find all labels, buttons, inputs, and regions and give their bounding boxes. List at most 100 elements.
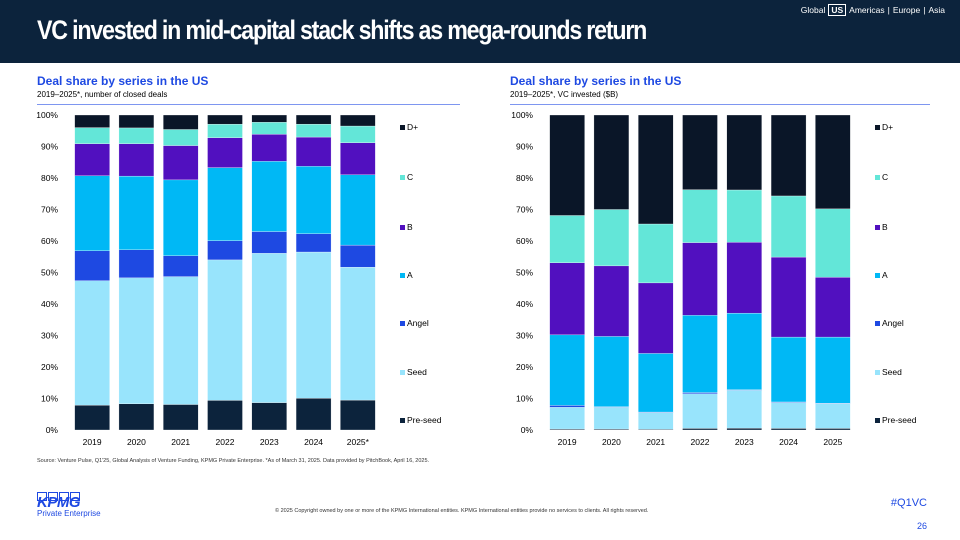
bar-segment-b bbox=[726, 242, 762, 314]
bar-segment-preseed bbox=[682, 428, 718, 431]
bar-segment-b bbox=[815, 277, 851, 338]
bar-segment-a bbox=[251, 161, 287, 232]
region-global[interactable]: Global bbox=[800, 5, 826, 15]
bar-segment-c bbox=[815, 208, 851, 278]
bar-segment-angel bbox=[682, 392, 718, 394]
bar-segment-c bbox=[770, 195, 807, 258]
bar-segment-angel bbox=[207, 240, 243, 261]
bar-segment-angel bbox=[549, 405, 585, 408]
bar-segment-a bbox=[549, 334, 585, 406]
region-us[interactable]: US bbox=[828, 4, 847, 16]
logo-subtitle: Private Enterprise bbox=[37, 509, 101, 518]
divider bbox=[510, 104, 930, 105]
bar-segment-c bbox=[207, 123, 243, 138]
x-tick-label: 2022 bbox=[691, 437, 710, 447]
bar-segment-seed bbox=[118, 277, 155, 405]
chart-title-invested: Deal share by series in the US bbox=[510, 74, 682, 88]
x-tick-label: 2025* bbox=[347, 437, 370, 447]
page-title: VC invested in mid-capital stack shifts … bbox=[37, 15, 647, 45]
y-tick-label: 90% bbox=[516, 142, 533, 152]
bar-segment-b bbox=[770, 256, 807, 338]
bar-segment-c bbox=[295, 123, 332, 138]
legend-swatch bbox=[400, 125, 405, 130]
region-asia[interactable]: Asia bbox=[928, 5, 945, 15]
bar-segment-angel bbox=[74, 250, 110, 281]
x-tick-label: 2020 bbox=[602, 437, 621, 447]
bar-segment-angel bbox=[163, 255, 199, 277]
bar-segment-preseed bbox=[163, 404, 199, 431]
y-tick-label: 60% bbox=[41, 236, 58, 246]
page-number: 26 bbox=[916, 521, 927, 531]
bar-segment-b bbox=[251, 134, 287, 162]
legend-label: A bbox=[407, 270, 413, 280]
x-tick-label: 2019 bbox=[558, 437, 577, 447]
bar-segment-b bbox=[74, 143, 110, 176]
x-tick-label: 2020 bbox=[127, 437, 146, 447]
bar-segment-d bbox=[118, 114, 155, 129]
legend-swatch bbox=[400, 321, 405, 326]
source-note: Source: Venture Pulse, Q1'25, Global Ana… bbox=[37, 458, 430, 464]
bar-segment-a bbox=[295, 166, 332, 234]
bar-segment-c bbox=[340, 125, 376, 143]
bar-segment-d bbox=[770, 114, 807, 197]
bar-segment-a bbox=[118, 175, 155, 250]
y-tick-label: 60% bbox=[516, 236, 533, 246]
bar-segment-angel bbox=[118, 249, 155, 279]
bar-segment-c bbox=[726, 189, 762, 243]
x-tick-label: 2019 bbox=[83, 437, 102, 447]
legend-label: Seed bbox=[882, 367, 902, 377]
legend-swatch bbox=[400, 225, 405, 230]
bar-segment-b bbox=[163, 145, 199, 181]
y-tick-label: 100% bbox=[36, 110, 58, 120]
bar-segment-c bbox=[549, 215, 585, 263]
bar-segment-d bbox=[251, 114, 287, 123]
region-nav: Global US Americas | Europe | Asia bbox=[800, 4, 945, 16]
y-tick-label: 80% bbox=[41, 173, 58, 183]
bar-segment-seed bbox=[295, 251, 332, 399]
bar-segment-seed bbox=[340, 266, 376, 401]
y-tick-label: 40% bbox=[516, 299, 533, 309]
bar-segment-a bbox=[638, 353, 674, 413]
x-tick-label: 2023 bbox=[260, 437, 279, 447]
bar-segment-b bbox=[549, 262, 585, 336]
bar-segment-preseed bbox=[726, 427, 762, 431]
kpmg-logo: KPMG Private Enterprise bbox=[37, 492, 101, 518]
bar-segment-d bbox=[163, 114, 199, 130]
bar-segment-seed bbox=[682, 393, 718, 429]
y-tick-label: 50% bbox=[516, 268, 533, 278]
bar-segment-b bbox=[340, 142, 376, 176]
bar-segment-preseed bbox=[340, 399, 376, 431]
legend-swatch bbox=[875, 418, 880, 423]
y-tick-label: 50% bbox=[41, 268, 58, 278]
bar-segment-seed bbox=[549, 407, 585, 430]
region-europe[interactable]: Europe bbox=[892, 5, 921, 15]
bar-segment-a bbox=[163, 179, 199, 256]
bar-segment-a bbox=[593, 336, 630, 407]
legend-swatch bbox=[400, 175, 405, 180]
y-tick-label: 10% bbox=[41, 394, 58, 404]
bar-segment-seed bbox=[207, 259, 243, 401]
region-americas[interactable]: Americas bbox=[849, 5, 885, 15]
bar-segment-seed bbox=[770, 402, 807, 429]
y-tick-label: 40% bbox=[41, 299, 58, 309]
bar-segment-d bbox=[74, 114, 110, 128]
bar-segment-a bbox=[770, 336, 807, 403]
bar-segment-d bbox=[295, 114, 332, 125]
legend-swatch bbox=[875, 321, 880, 326]
legend-label: Pre-seed bbox=[407, 415, 442, 425]
bar-segment-angel bbox=[251, 231, 287, 254]
y-tick-label: 100% bbox=[511, 110, 533, 120]
divider bbox=[37, 104, 460, 105]
bar-segment-seed bbox=[593, 406, 630, 430]
bar-segment-d bbox=[593, 114, 630, 210]
bar-segment-c bbox=[251, 122, 287, 135]
bar-segment-a bbox=[682, 315, 718, 393]
bar-segment-b bbox=[295, 136, 332, 167]
y-tick-label: 90% bbox=[41, 142, 58, 152]
bar-segment-d bbox=[815, 114, 851, 210]
bar-segment-preseed bbox=[815, 428, 851, 431]
legend-label: C bbox=[882, 172, 888, 182]
bar-segment-preseed bbox=[770, 428, 807, 431]
bar-segment-d bbox=[549, 114, 585, 216]
bar-segment-c bbox=[118, 127, 155, 144]
